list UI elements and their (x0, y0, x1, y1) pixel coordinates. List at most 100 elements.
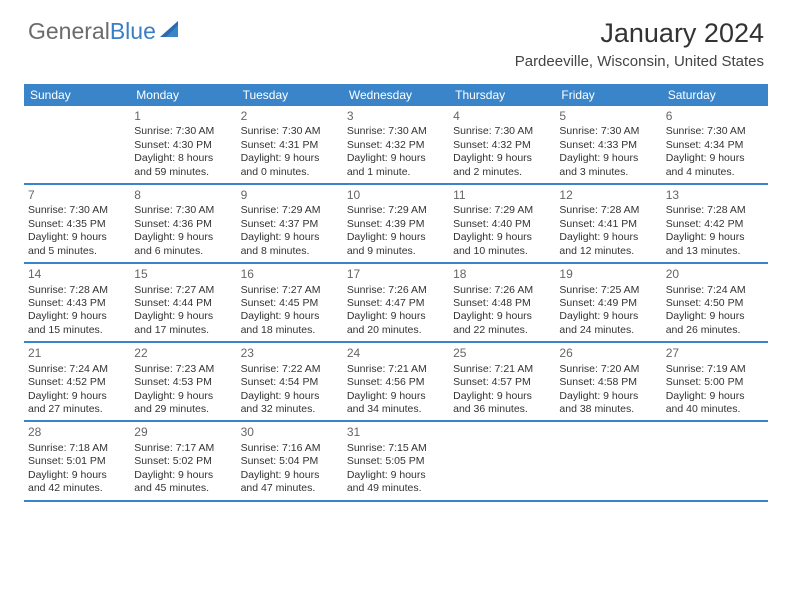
day-cell: 15Sunrise: 7:27 AMSunset: 4:44 PMDayligh… (130, 264, 236, 341)
day-detail: Daylight: 9 hours (241, 231, 339, 244)
day-detail: and 42 minutes. (28, 482, 126, 495)
week-row: 7Sunrise: 7:30 AMSunset: 4:35 PMDaylight… (24, 185, 768, 264)
day-detail: Sunset: 4:36 PM (134, 218, 232, 231)
day-detail: Sunset: 4:50 PM (666, 297, 764, 310)
day-detail: Sunrise: 7:29 AM (347, 204, 445, 217)
day-cell: 8Sunrise: 7:30 AMSunset: 4:36 PMDaylight… (130, 185, 236, 262)
day-detail: Sunset: 4:56 PM (347, 376, 445, 389)
day-cell: 27Sunrise: 7:19 AMSunset: 5:00 PMDayligh… (662, 343, 768, 420)
day-detail: and 40 minutes. (666, 403, 764, 416)
day-detail: Daylight: 9 hours (241, 390, 339, 403)
day-detail: and 18 minutes. (241, 324, 339, 337)
day-header: Saturday (662, 84, 768, 106)
day-cell: 29Sunrise: 7:17 AMSunset: 5:02 PMDayligh… (130, 422, 236, 499)
day-cell: 24 Sunrise: 7:21 AMSunset: 4:56 PMDayligh… (343, 343, 449, 420)
day-detail: Daylight: 9 hours (134, 310, 232, 323)
day-detail: Sunrise: 7:29 AM (453, 204, 551, 217)
day-detail: Sunrise: 7:21 AM (347, 363, 445, 376)
day-detail: Sunrise: 7:16 AM (241, 442, 339, 455)
day-detail: Sunrise: 7:22 AM (241, 363, 339, 376)
day-detail: Sunrise: 7:20 AM (559, 363, 657, 376)
week-row: 14Sunrise: 7:28 AMSunset: 4:43 PMDayligh… (24, 264, 768, 343)
day-detail: Daylight: 9 hours (666, 231, 764, 244)
day-number: 15 (134, 267, 232, 282)
day-detail: and 10 minutes. (453, 245, 551, 258)
day-detail: and 8 minutes. (241, 245, 339, 258)
day-detail: Sunset: 4:30 PM (134, 139, 232, 152)
day-detail: Sunrise: 7:30 AM (453, 125, 551, 138)
day-detail: Sunrise: 7:26 AM (347, 284, 445, 297)
day-number: 29 (134, 425, 232, 440)
day-detail: Daylight: 9 hours (28, 231, 126, 244)
day-detail: and 59 minutes. (134, 166, 232, 179)
day-cell: 30Sunrise: 7:16 AMSunset: 5:04 PMDayligh… (237, 422, 343, 499)
day-detail: Sunrise: 7:19 AM (666, 363, 764, 376)
day-detail: Sunrise: 7:24 AM (666, 284, 764, 297)
day-cell: 2Sunrise: 7:30 AMSunset: 4:31 PMDaylight… (237, 106, 343, 183)
day-number: 26 (559, 346, 657, 361)
day-number: 24 (347, 346, 445, 361)
day-detail: Daylight: 9 hours (241, 152, 339, 165)
day-detail: Sunset: 4:45 PM (241, 297, 339, 310)
day-cell: 11Sunrise: 7:29 AMSunset: 4:40 PMDayligh… (449, 185, 555, 262)
day-detail: Sunrise: 7:30 AM (241, 125, 339, 138)
day-detail: and 12 minutes. (559, 245, 657, 258)
calendar: Sunday Monday Tuesday Wednesday Thursday… (24, 84, 768, 502)
day-detail: and 6 minutes. (134, 245, 232, 258)
day-detail: Daylight: 8 hours (134, 152, 232, 165)
day-detail: and 36 minutes. (453, 403, 551, 416)
day-cell (555, 422, 661, 499)
day-cell: 31Sunrise: 7:15 AMSunset: 5:05 PMDayligh… (343, 422, 449, 499)
day-detail: and 4 minutes. (666, 166, 764, 179)
weeks-container: 1Sunrise: 7:30 AMSunset: 4:30 PMDaylight… (24, 106, 768, 502)
day-detail: and 45 minutes. (134, 482, 232, 495)
day-cell: 19Sunrise: 7:25 AMSunset: 4:49 PMDayligh… (555, 264, 661, 341)
day-number: 1 (134, 109, 232, 124)
day-detail: Sunrise: 7:28 AM (559, 204, 657, 217)
day-detail: and 24 minutes. (559, 324, 657, 337)
day-cell: 25Sunrise: 7:21 AMSunset: 4:57 PMDayligh… (449, 343, 555, 420)
day-detail: Daylight: 9 hours (347, 231, 445, 244)
day-detail: and 22 minutes. (453, 324, 551, 337)
day-detail: Daylight: 9 hours (559, 152, 657, 165)
day-detail: Sunrise: 7:28 AM (666, 204, 764, 217)
day-detail: Daylight: 9 hours (134, 390, 232, 403)
logo-blue-text: Blue (110, 18, 156, 45)
day-detail: and 38 minutes. (559, 403, 657, 416)
day-detail: Sunrise: 7:30 AM (666, 125, 764, 138)
day-header: Wednesday (343, 84, 449, 106)
day-detail: Sunrise: 7:30 AM (347, 125, 445, 138)
day-cell (662, 422, 768, 499)
day-number: 4 (453, 109, 551, 124)
day-detail: and 17 minutes. (134, 324, 232, 337)
day-cell: 12Sunrise: 7:28 AMSunset: 4:41 PMDayligh… (555, 185, 661, 262)
day-detail: and 29 minutes. (134, 403, 232, 416)
day-detail: and 5 minutes. (28, 245, 126, 258)
day-number: 10 (347, 188, 445, 203)
day-detail: Sunrise: 7:15 AM (347, 442, 445, 455)
day-detail: Sunset: 4:40 PM (453, 218, 551, 231)
day-cell: 1Sunrise: 7:30 AMSunset: 4:30 PMDaylight… (130, 106, 236, 183)
day-header-row: Sunday Monday Tuesday Wednesday Thursday… (24, 84, 768, 106)
day-detail: Daylight: 9 hours (28, 310, 126, 323)
day-detail: Sunrise: 7:17 AM (134, 442, 232, 455)
day-detail: Daylight: 9 hours (666, 310, 764, 323)
day-detail: Sunset: 4:41 PM (559, 218, 657, 231)
day-number: 31 (347, 425, 445, 440)
day-cell: 18Sunrise: 7:26 AMSunset: 4:48 PMDayligh… (449, 264, 555, 341)
day-header: Tuesday (237, 84, 343, 106)
location-text: Pardeeville, Wisconsin, United States (515, 53, 764, 70)
day-number: 30 (241, 425, 339, 440)
day-detail: Sunrise: 7:30 AM (134, 125, 232, 138)
day-detail: Daylight: 9 hours (453, 152, 551, 165)
day-cell: 10Sunrise: 7:29 AMSunset: 4:39 PMDayligh… (343, 185, 449, 262)
day-number: 16 (241, 267, 339, 282)
day-detail: and 47 minutes. (241, 482, 339, 495)
day-cell (449, 422, 555, 499)
day-cell: 26Sunrise: 7:20 AMSunset: 4:58 PMDayligh… (555, 343, 661, 420)
day-detail: and 1 minute. (347, 166, 445, 179)
day-detail: Daylight: 9 hours (347, 390, 445, 403)
day-cell: 9Sunrise: 7:29 AMSunset: 4:37 PMDaylight… (237, 185, 343, 262)
day-cell: 13Sunrise: 7:28 AMSunset: 4:42 PMDayligh… (662, 185, 768, 262)
day-header: Thursday (449, 84, 555, 106)
